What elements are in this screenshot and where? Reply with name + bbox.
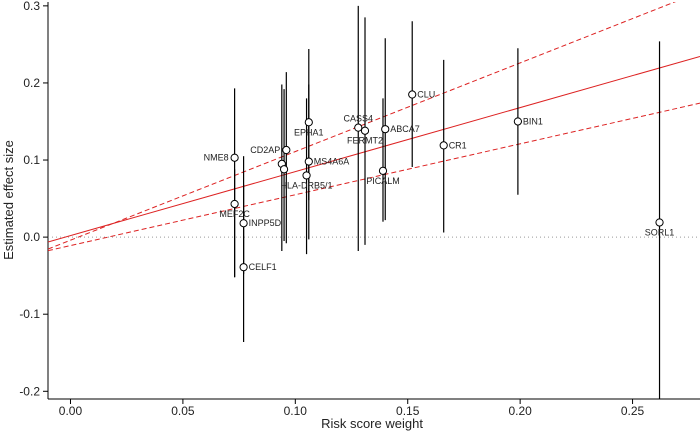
point-label: ABCA7	[390, 124, 420, 134]
data-point	[230, 153, 239, 162]
point-label: MEF2C	[219, 209, 250, 219]
data-point	[282, 145, 291, 155]
point-label: FERMT2	[347, 136, 383, 146]
y-axis-title: Estimated effect size	[1, 140, 16, 260]
data-point	[381, 125, 390, 134]
point-label: MS4A6A	[314, 157, 350, 167]
data-point	[279, 165, 289, 174]
data-point	[304, 118, 313, 127]
point-label: CASS4	[344, 114, 374, 124]
point-label: EPHA1	[294, 127, 324, 137]
x-tick-label: 0.20	[508, 404, 532, 418]
y-tick-label: -0.1	[19, 307, 40, 321]
fit-ci-upper-line	[48, 2, 676, 250]
point-label: PICALM	[366, 176, 400, 186]
data-point	[302, 171, 311, 180]
point-label: NME8	[204, 153, 229, 163]
y-tick-label: 0.3	[23, 0, 40, 13]
data-point	[360, 126, 370, 135]
data-point	[378, 166, 388, 175]
x-tick-label: 0.25	[621, 404, 645, 418]
y-tick-label: 0.2	[23, 76, 40, 90]
point-label: CELF1	[249, 262, 277, 272]
y-tick-label: 0.0	[23, 230, 40, 244]
point-label: BIN1	[523, 116, 543, 126]
data-point	[513, 117, 522, 126]
data-point	[239, 219, 248, 228]
data-point	[304, 157, 313, 166]
y-tick-label: 0.1	[23, 153, 40, 167]
x-tick-label: 0.10	[284, 404, 308, 418]
data-point	[230, 199, 239, 209]
point-label: CLU	[417, 90, 435, 100]
x-tick-label: 0.15	[396, 404, 420, 418]
x-axis-title: Risk score weight	[321, 416, 423, 431]
point-label: CR1	[449, 140, 467, 150]
point-label: CD2AP	[250, 145, 280, 155]
y-tick-label: -0.2	[19, 384, 40, 398]
point-label: HLA-DRB5/1	[281, 180, 333, 190]
point-label: SORL1	[645, 227, 675, 237]
data-point	[354, 123, 363, 132]
x-tick-label: 0.05	[171, 404, 195, 418]
data-point	[408, 90, 417, 99]
data-point	[655, 218, 664, 227]
fit-line	[48, 55, 700, 243]
point-label: INPP5D	[249, 218, 282, 228]
x-tick-label: 0.00	[59, 404, 83, 418]
data-point	[239, 263, 248, 272]
data-point	[439, 141, 448, 150]
